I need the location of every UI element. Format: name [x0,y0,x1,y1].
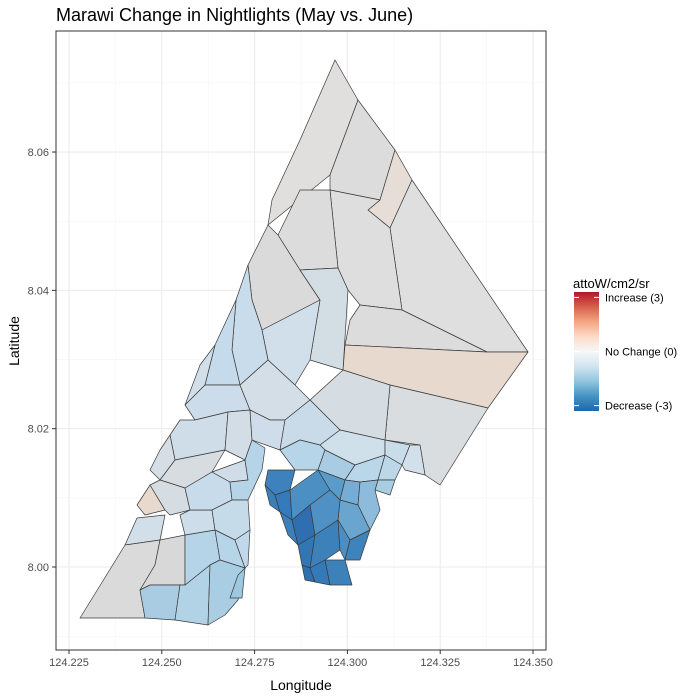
x-axis: 124.225 124.250 124.275 124.300 124.325 124.3… [49,650,553,669]
legend-title: attoW/cm2/sr [573,276,650,291]
y-axis: 8.00 8.02 8.04 8.06 [28,147,56,574]
district[interactable] [139,584,181,621]
legend-label: Decrease (-3) [605,401,672,413]
y-tick-label: 8.06 [28,147,49,159]
district[interactable] [324,559,353,586]
x-tick-label: 124.325 [420,657,460,669]
district[interactable] [149,434,176,481]
y-tick-label: 8.02 [28,424,49,436]
legend-label: Increase (3) [605,292,664,304]
y-tick-label: 8.00 [28,562,49,574]
legend: attoW/cm2/sr Increase (3) No Change (0) De… [573,276,677,413]
panel-border [55,30,547,651]
x-tick-label: 124.225 [49,657,89,669]
x-tick-label: 124.350 [513,657,553,669]
district[interactable] [401,444,426,476]
district[interactable] [234,529,251,569]
y-tick-label: 8.04 [28,285,49,297]
x-axis-title: Longitude [270,677,332,693]
district[interactable] [374,479,396,496]
district[interactable] [344,529,371,561]
district[interactable] [309,489,341,536]
y-axis-title: Latitude [6,316,22,366]
x-tick-label: 124.250 [142,657,182,669]
map-title: Marawi Change in Nightlights (May vs. Ju… [56,5,414,25]
legend-ticks: Increase (3) No Change (0) Decrease (-3) [574,292,677,413]
x-tick-label: 124.300 [328,657,368,669]
district[interactable] [207,559,246,626]
legend-label: No Change (0) [605,347,677,359]
x-tick-label: 124.275 [235,657,275,669]
district-layer [79,59,529,626]
district[interactable] [229,567,246,599]
district[interactable] [309,519,341,569]
